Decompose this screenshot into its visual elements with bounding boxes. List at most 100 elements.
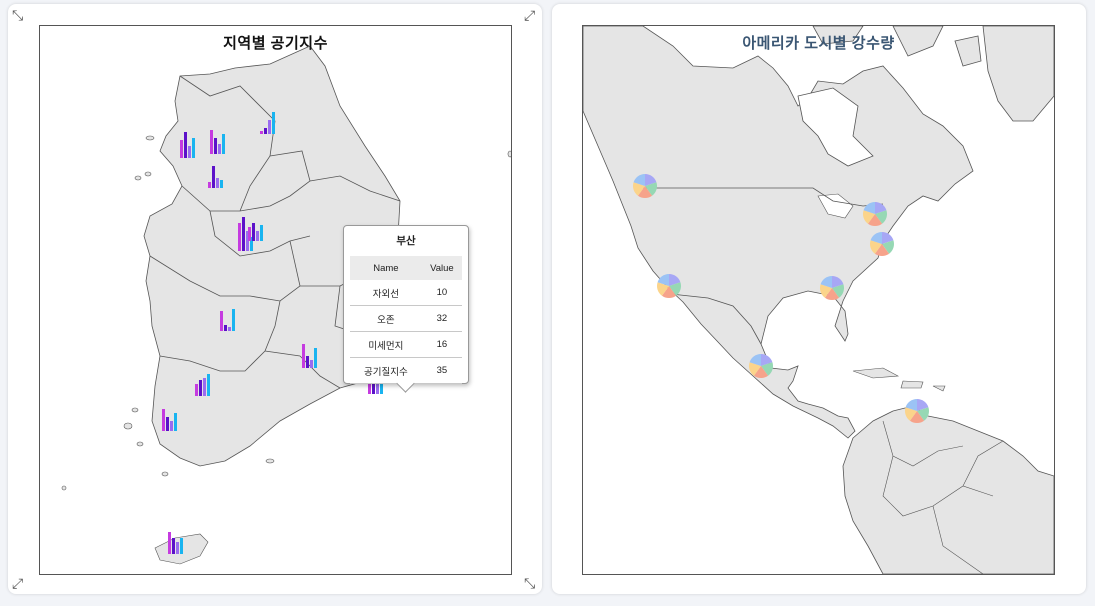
region-bar[interactable] <box>174 413 177 431</box>
region-bar[interactable] <box>224 325 227 331</box>
region-bar[interactable] <box>214 138 217 154</box>
city-pie[interactable] <box>820 276 844 300</box>
expand-icon[interactable]: ⤡ <box>12 7 24 23</box>
region-bar[interactable] <box>232 309 235 331</box>
region-bar[interactable] <box>228 327 231 331</box>
region-bar[interactable] <box>188 146 191 158</box>
region-bar[interactable] <box>376 378 379 394</box>
region-bar[interactable] <box>314 348 317 368</box>
region-bar[interactable] <box>220 311 223 331</box>
region-bar[interactable] <box>203 378 206 396</box>
region-bar[interactable] <box>176 542 179 554</box>
pie-slice[interactable] <box>761 362 773 376</box>
region-bar[interactable] <box>216 178 219 188</box>
arctic-islands <box>812 26 982 67</box>
hudson-bay <box>797 87 874 167</box>
region-bar[interactable] <box>250 237 253 251</box>
region-bar[interactable] <box>264 128 267 134</box>
pie-slice[interactable] <box>874 244 890 257</box>
region-bar[interactable] <box>260 225 263 241</box>
city-pie[interactable] <box>749 354 773 378</box>
region-bar[interactable] <box>260 131 263 134</box>
region-bar[interactable] <box>272 112 275 134</box>
expand-icon[interactable]: ⤡ <box>524 575 536 591</box>
pie-slice[interactable] <box>875 202 887 214</box>
pie-slice[interactable] <box>905 399 917 411</box>
pie-slice[interactable] <box>863 210 875 224</box>
pie-slice[interactable] <box>917 407 929 421</box>
region-bar[interactable] <box>222 134 225 154</box>
region-bar[interactable] <box>218 144 221 154</box>
region-bar[interactable] <box>192 138 195 158</box>
korea-mainland <box>143 45 401 467</box>
pie-slice[interactable] <box>645 174 657 186</box>
pie-slice[interactable] <box>870 240 882 254</box>
pie-slice[interactable] <box>905 407 917 421</box>
region-bar[interactable] <box>195 384 198 396</box>
great-lakes <box>817 193 854 219</box>
pie-slice[interactable] <box>661 286 677 298</box>
pie-slice[interactable] <box>820 284 832 298</box>
pie-slice[interactable] <box>633 174 645 186</box>
expand-icon[interactable]: ⤢ <box>12 575 24 591</box>
pie-slice[interactable] <box>820 276 832 288</box>
region-bar[interactable] <box>238 223 241 251</box>
region-bar[interactable] <box>170 421 173 431</box>
pie-slice[interactable] <box>669 274 681 286</box>
region-bar[interactable] <box>207 374 210 396</box>
region-bar[interactable] <box>256 231 259 241</box>
region-bar[interactable] <box>184 132 187 158</box>
pie-slice[interactable] <box>875 210 887 224</box>
region-bar[interactable] <box>302 344 305 368</box>
region-bar[interactable] <box>212 166 215 188</box>
tooltip-header-value: Value <box>421 256 462 280</box>
pie-slice[interactable] <box>917 399 929 411</box>
pie-slice[interactable] <box>645 182 657 196</box>
region-bar[interactable] <box>242 217 245 251</box>
city-pie[interactable] <box>905 399 929 424</box>
region-bar[interactable] <box>252 223 255 241</box>
region-bar[interactable] <box>168 532 171 554</box>
pie-slice[interactable] <box>761 354 773 366</box>
region-bar[interactable] <box>368 384 371 394</box>
pie-slice[interactable] <box>882 232 894 244</box>
expand-icon[interactable]: ⤢ <box>524 7 536 23</box>
region-bar[interactable] <box>199 380 202 396</box>
pie-slice[interactable] <box>832 284 844 298</box>
pie-slice[interactable] <box>669 282 681 296</box>
region-bar[interactable] <box>172 538 175 554</box>
pie-slice[interactable] <box>870 232 882 244</box>
pie-slice[interactable] <box>824 288 840 300</box>
region-bar[interactable] <box>162 409 165 431</box>
pie-slice[interactable] <box>633 182 645 196</box>
region-bar[interactable] <box>220 180 223 188</box>
pie-slice[interactable] <box>657 274 669 286</box>
city-pie[interactable] <box>870 232 894 257</box>
pie-slice[interactable] <box>909 411 925 424</box>
region-bar[interactable] <box>166 417 169 431</box>
pie-slice[interactable] <box>882 240 894 254</box>
region-bar[interactable] <box>180 140 183 158</box>
pie-slice[interactable] <box>863 202 875 214</box>
arctic-islands <box>982 26 1054 122</box>
city-pie[interactable] <box>657 274 681 298</box>
region-bar[interactable] <box>246 231 249 251</box>
region-bar[interactable] <box>208 182 211 188</box>
region-bar[interactable] <box>310 360 313 368</box>
region-bar[interactable] <box>180 538 183 554</box>
city-pie[interactable] <box>863 202 887 227</box>
pie-slice[interactable] <box>832 276 844 288</box>
pie-slice[interactable] <box>753 366 769 378</box>
pie-slice[interactable] <box>867 214 883 227</box>
region-bar[interactable] <box>248 227 251 241</box>
city-pie[interactable] <box>633 174 657 198</box>
america-map[interactable]: 아메리카 도시별 강수량 <box>582 25 1055 575</box>
pie-slice[interactable] <box>657 282 669 296</box>
pie-slice[interactable] <box>637 186 653 198</box>
region-bar[interactable] <box>210 130 213 154</box>
pie-slice[interactable] <box>749 354 761 366</box>
region-bar[interactable] <box>306 356 309 368</box>
pie-slice[interactable] <box>749 362 761 376</box>
korea-map[interactable]: 지역별 공기지수 부산 Name Value 자외선 10 오존 32 미세먼지 <box>39 25 512 575</box>
region-bar[interactable] <box>268 120 271 134</box>
